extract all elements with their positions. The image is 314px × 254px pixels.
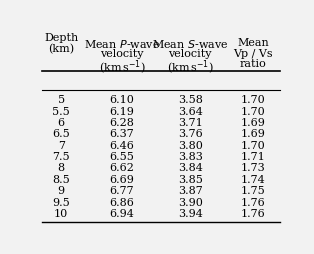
Text: 3.84: 3.84 [178, 164, 203, 173]
Text: 3.90: 3.90 [178, 198, 203, 208]
Text: 9.5: 9.5 [52, 198, 70, 208]
Text: (km): (km) [48, 43, 74, 54]
Text: 5.5: 5.5 [52, 107, 70, 117]
Text: 7.5: 7.5 [52, 152, 70, 162]
Text: 3.80: 3.80 [178, 141, 203, 151]
Text: 1.73: 1.73 [241, 164, 266, 173]
Text: Mean $\mathit{S}$-wave: Mean $\mathit{S}$-wave [152, 38, 228, 50]
Text: 3.71: 3.71 [178, 118, 203, 128]
Text: 3.85: 3.85 [178, 175, 203, 185]
Text: velocity: velocity [100, 49, 144, 59]
Text: 1.76: 1.76 [241, 198, 266, 208]
Text: Mean $\mathit{P}$-wave: Mean $\mathit{P}$-wave [84, 38, 160, 50]
Text: 6.62: 6.62 [110, 164, 134, 173]
Text: (km$\,$s$^{-1}$): (km$\,$s$^{-1}$) [99, 59, 145, 77]
Text: 3.94: 3.94 [178, 209, 203, 219]
Text: 6.5: 6.5 [52, 130, 70, 139]
Text: 3.64: 3.64 [178, 107, 203, 117]
Text: 5: 5 [57, 96, 65, 105]
Text: 6.55: 6.55 [110, 152, 134, 162]
Text: 1.75: 1.75 [241, 186, 266, 196]
Text: 9: 9 [57, 186, 65, 196]
Text: 6.28: 6.28 [110, 118, 134, 128]
Text: 3.87: 3.87 [178, 186, 203, 196]
Text: 6.77: 6.77 [110, 186, 134, 196]
Text: 8.5: 8.5 [52, 175, 70, 185]
Text: (km$\,$s$^{-1}$): (km$\,$s$^{-1}$) [167, 59, 214, 77]
Text: 1.71: 1.71 [241, 152, 266, 162]
Text: 3.58: 3.58 [178, 96, 203, 105]
Text: 6.86: 6.86 [110, 198, 134, 208]
Text: 6.37: 6.37 [110, 130, 134, 139]
Text: 1.70: 1.70 [241, 107, 266, 117]
Text: 1.70: 1.70 [241, 96, 266, 105]
Text: 1.69: 1.69 [241, 130, 266, 139]
Text: Depth: Depth [44, 33, 78, 43]
Text: ratio: ratio [240, 59, 267, 69]
Text: 6: 6 [57, 118, 65, 128]
Text: 3.83: 3.83 [178, 152, 203, 162]
Text: 6.19: 6.19 [110, 107, 134, 117]
Text: Vp / Vs: Vp / Vs [234, 49, 273, 59]
Text: 10: 10 [54, 209, 68, 219]
Text: 7: 7 [58, 141, 65, 151]
Text: velocity: velocity [168, 49, 212, 59]
Text: 1.70: 1.70 [241, 141, 266, 151]
Text: 1.76: 1.76 [241, 209, 266, 219]
Text: 1.69: 1.69 [241, 118, 266, 128]
Text: 6.94: 6.94 [110, 209, 134, 219]
Text: 8: 8 [57, 164, 65, 173]
Text: 6.69: 6.69 [110, 175, 134, 185]
Text: 6.46: 6.46 [110, 141, 134, 151]
Text: 1.74: 1.74 [241, 175, 266, 185]
Text: Mean: Mean [237, 38, 269, 48]
Text: 3.76: 3.76 [178, 130, 203, 139]
Text: 6.10: 6.10 [110, 96, 134, 105]
